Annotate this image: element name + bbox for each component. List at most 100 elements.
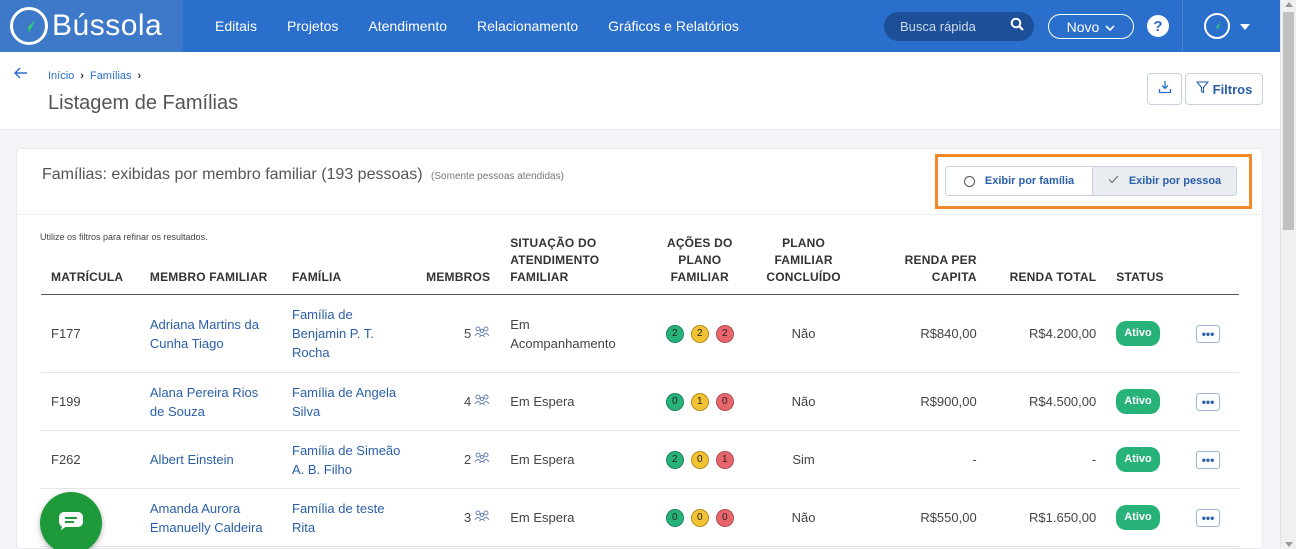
scroll-thumb[interactable] <box>1283 12 1294 230</box>
quick-search <box>884 12 1034 41</box>
breadcrumb-familias[interactable]: Famílias <box>89 70 132 82</box>
cell-membros: 4 <box>416 372 501 431</box>
user-menu[interactable] <box>1204 13 1250 39</box>
cell-familia-link[interactable]: Família de Simeão A. B. Filho <box>282 430 417 489</box>
cell-status: Ativo <box>1106 294 1187 373</box>
family-icon <box>474 324 490 343</box>
more-options-button[interactable]: ••• <box>1196 450 1221 469</box>
toggle-by-person[interactable]: Exibir por pessoa <box>1092 167 1236 195</box>
cell-membro-link[interactable]: Adriana Martins da Cunha Tiago <box>139 294 282 373</box>
table-header-row: MATRÍCULA MEMBRO FAMILIAR FAMÍLIA MEMBRO… <box>41 235 1239 295</box>
nav-item-relacionamento[interactable]: Relacionamento <box>477 18 579 34</box>
cell-actions: ••• <box>1186 488 1239 547</box>
toggle-highlight <box>935 154 1252 209</box>
acoes-badge-yellow: 0 <box>690 450 709 469</box>
col-situacao-line1: SITUAÇÃO DO <box>510 236 597 250</box>
cell-familia-link[interactable]: Família de Angela Silva <box>282 372 417 431</box>
more-options-button[interactable]: ••• <box>1196 324 1221 343</box>
membros-count: 5 <box>463 326 472 341</box>
acoes-badge-green: 0 <box>665 508 684 527</box>
col-plano-line2: FAMILIAR <box>774 253 833 267</box>
app-logo[interactable]: Bússola <box>0 0 183 52</box>
col-matricula[interactable]: MATRÍCULA <box>41 235 140 295</box>
cell-plano-concluido: Sim <box>749 430 858 489</box>
cell-renda-per-capita: R$900,00 <box>857 372 987 431</box>
cell-membro-link[interactable]: Albert Einstein <box>139 430 282 489</box>
main-nav: Editais Projetos Atendimento Relacioname… <box>200 0 754 52</box>
membro-line1: Alana Pereira Rios <box>149 384 259 400</box>
familia-line2: Silva <box>292 403 321 419</box>
familia-line1: Família de teste <box>292 500 385 516</box>
table-row[interactable]: F177 Adriana Martins da Cunha Tiago Famí… <box>41 294 1239 373</box>
status-badge: Ativo <box>1116 321 1160 346</box>
cell-plano-concluido: Não <box>749 294 858 373</box>
acoes-badge-green: 2 <box>665 324 684 343</box>
more-options-button[interactable]: ••• <box>1196 508 1221 527</box>
membros-count: 3 <box>463 510 472 525</box>
cell-actions: ••• <box>1186 294 1239 373</box>
col-renda-total[interactable]: RENDA TOTAL <box>986 235 1107 295</box>
cell-matricula: F199 <box>41 372 140 431</box>
families-card: Famílias: exibidas por membro familiar (… <box>16 148 1263 549</box>
col-renda-per-capita[interactable]: RENDA PER CAPITA <box>857 235 987 295</box>
col-acoes[interactable]: AÇÕES DO PLANO FAMILIAR <box>649 235 750 295</box>
table-row[interactable]: F262 Albert Einstein Família de Simeão A… <box>41 430 1239 489</box>
top-navbar: Bússola Editais Projetos Atendimento Rel… <box>0 0 1280 52</box>
scroll-up-arrow-icon[interactable] <box>1285 2 1293 7</box>
nav-item-atendimento[interactable]: Atendimento <box>368 18 447 34</box>
col-situacao[interactable]: SITUAÇÃO DO ATENDIMENTO FAMILIAR <box>500 235 650 295</box>
nav-item-graficos[interactable]: Gráficos e Relatórios <box>608 18 739 34</box>
app-name: Bússola <box>52 9 163 42</box>
more-options-button[interactable]: ••• <box>1196 392 1221 411</box>
toggle-by-family[interactable]: Exibir por família <box>946 167 1092 195</box>
cell-status: Ativo <box>1106 372 1187 431</box>
back-arrow-icon[interactable] <box>14 63 28 84</box>
cell-renda-per-capita: - <box>857 430 987 489</box>
cell-status: Ativo <box>1106 430 1187 489</box>
download-button[interactable] <box>1147 73 1182 105</box>
cell-membro-link[interactable]: Amanda Aurora Emanuelly Caldeira <box>139 488 282 547</box>
familia-line3: Rocha <box>292 345 330 360</box>
help-icon[interactable]: ? <box>1147 15 1169 37</box>
col-plano[interactable]: PLANO FAMILIAR CONCLUÍDO <box>749 235 858 295</box>
col-renda-pc-line2: CAPITA <box>931 270 977 284</box>
nav-item-projetos[interactable]: Projetos <box>287 18 339 34</box>
table-row[interactable]: F199 Alana Pereira Rios de Souza Família… <box>41 372 1239 431</box>
col-acoes-line3: FAMILIAR <box>670 270 729 284</box>
download-icon <box>1158 80 1172 99</box>
col-familia[interactable]: FAMÍLIA <box>282 235 417 295</box>
chat-button[interactable] <box>40 492 102 549</box>
breadcrumb-inicio[interactable]: Início <box>48 70 75 82</box>
col-membro[interactable]: MEMBRO FAMILIAR <box>139 235 282 295</box>
cell-situacao: Em Acompanhamento <box>500 294 650 373</box>
cell-plano-concluido: Não <box>749 488 858 547</box>
scrollbar[interactable] <box>1280 0 1296 549</box>
col-membros[interactable]: MEMBROS <box>416 235 501 295</box>
cell-plano-concluido: Não <box>749 372 858 431</box>
cell-status: Ativo <box>1106 488 1187 547</box>
col-renda-pc-line1: RENDA PER <box>904 253 977 267</box>
membro-line1: Adriana Martins da <box>149 316 260 332</box>
search-input[interactable] <box>900 19 1010 34</box>
view-toggle: Exibir por família Exibir por pessoa <box>945 166 1237 196</box>
scroll-down-arrow-icon[interactable] <box>1285 542 1293 547</box>
novo-label: Novo <box>1066 18 1100 35</box>
cell-membro-link[interactable]: Alana Pereira Rios de Souza <box>139 372 282 431</box>
table-row[interactable]: Amanda Aurora Emanuelly Caldeira Família… <box>41 488 1239 547</box>
col-status[interactable]: STATUS <box>1106 235 1187 295</box>
membros-count: 2 <box>463 452 472 467</box>
search-icon[interactable] <box>1010 17 1024 36</box>
cell-familia-link[interactable]: Família de Benjamin P. T. Rocha <box>282 294 417 373</box>
nav-item-editais[interactable]: Editais <box>215 18 258 34</box>
col-plano-line3: CONCLUÍDO <box>766 270 841 284</box>
caret-down-icon <box>1240 17 1250 35</box>
cell-familia-link[interactable]: Família de teste Rita <box>282 488 417 547</box>
col-acoes-line1: AÇÕES DO <box>666 236 733 250</box>
filters-button[interactable]: Filtros <box>1185 73 1263 105</box>
acoes-badge-red: 2 <box>715 324 734 343</box>
novo-button[interactable]: Novo <box>1048 14 1134 39</box>
acoes-badge-green: 2 <box>665 450 684 469</box>
cell-acoes: 2 2 2 <box>649 294 750 373</box>
cell-matricula: F177 <box>41 294 140 373</box>
cell-acoes: 0 0 0 <box>649 488 750 547</box>
